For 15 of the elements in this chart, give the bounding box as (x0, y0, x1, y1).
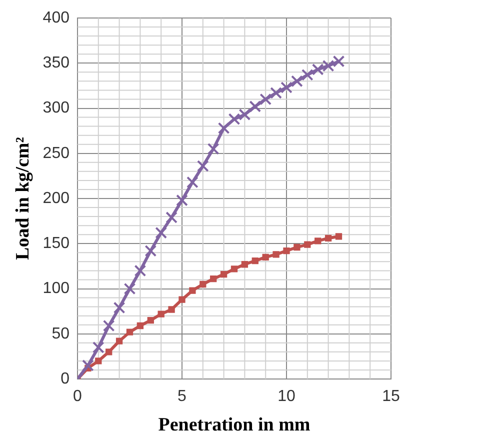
y-tick-label: 150 (42, 235, 70, 252)
x-tick-label: 10 (278, 388, 296, 406)
y-tick-label: 0 (60, 370, 70, 388)
x-tick-label: 15 (382, 388, 400, 406)
y-tick-label: 200 (42, 190, 70, 207)
y-tick-label: 300 (42, 100, 70, 117)
y-tick-label: 350 (42, 54, 70, 72)
x-axis-title: Penetration in mm (158, 414, 310, 436)
y-tick-label: 250 (42, 144, 70, 162)
y-tick-label: 400 (42, 9, 70, 26)
y-tick-label: 100 (42, 280, 70, 298)
y-tick-label: 50 (52, 325, 70, 342)
x-tick-label: 0 (73, 388, 82, 406)
x-tick-label: 5 (178, 388, 187, 406)
y-axis-title: Load in kg/cm² (12, 136, 34, 260)
